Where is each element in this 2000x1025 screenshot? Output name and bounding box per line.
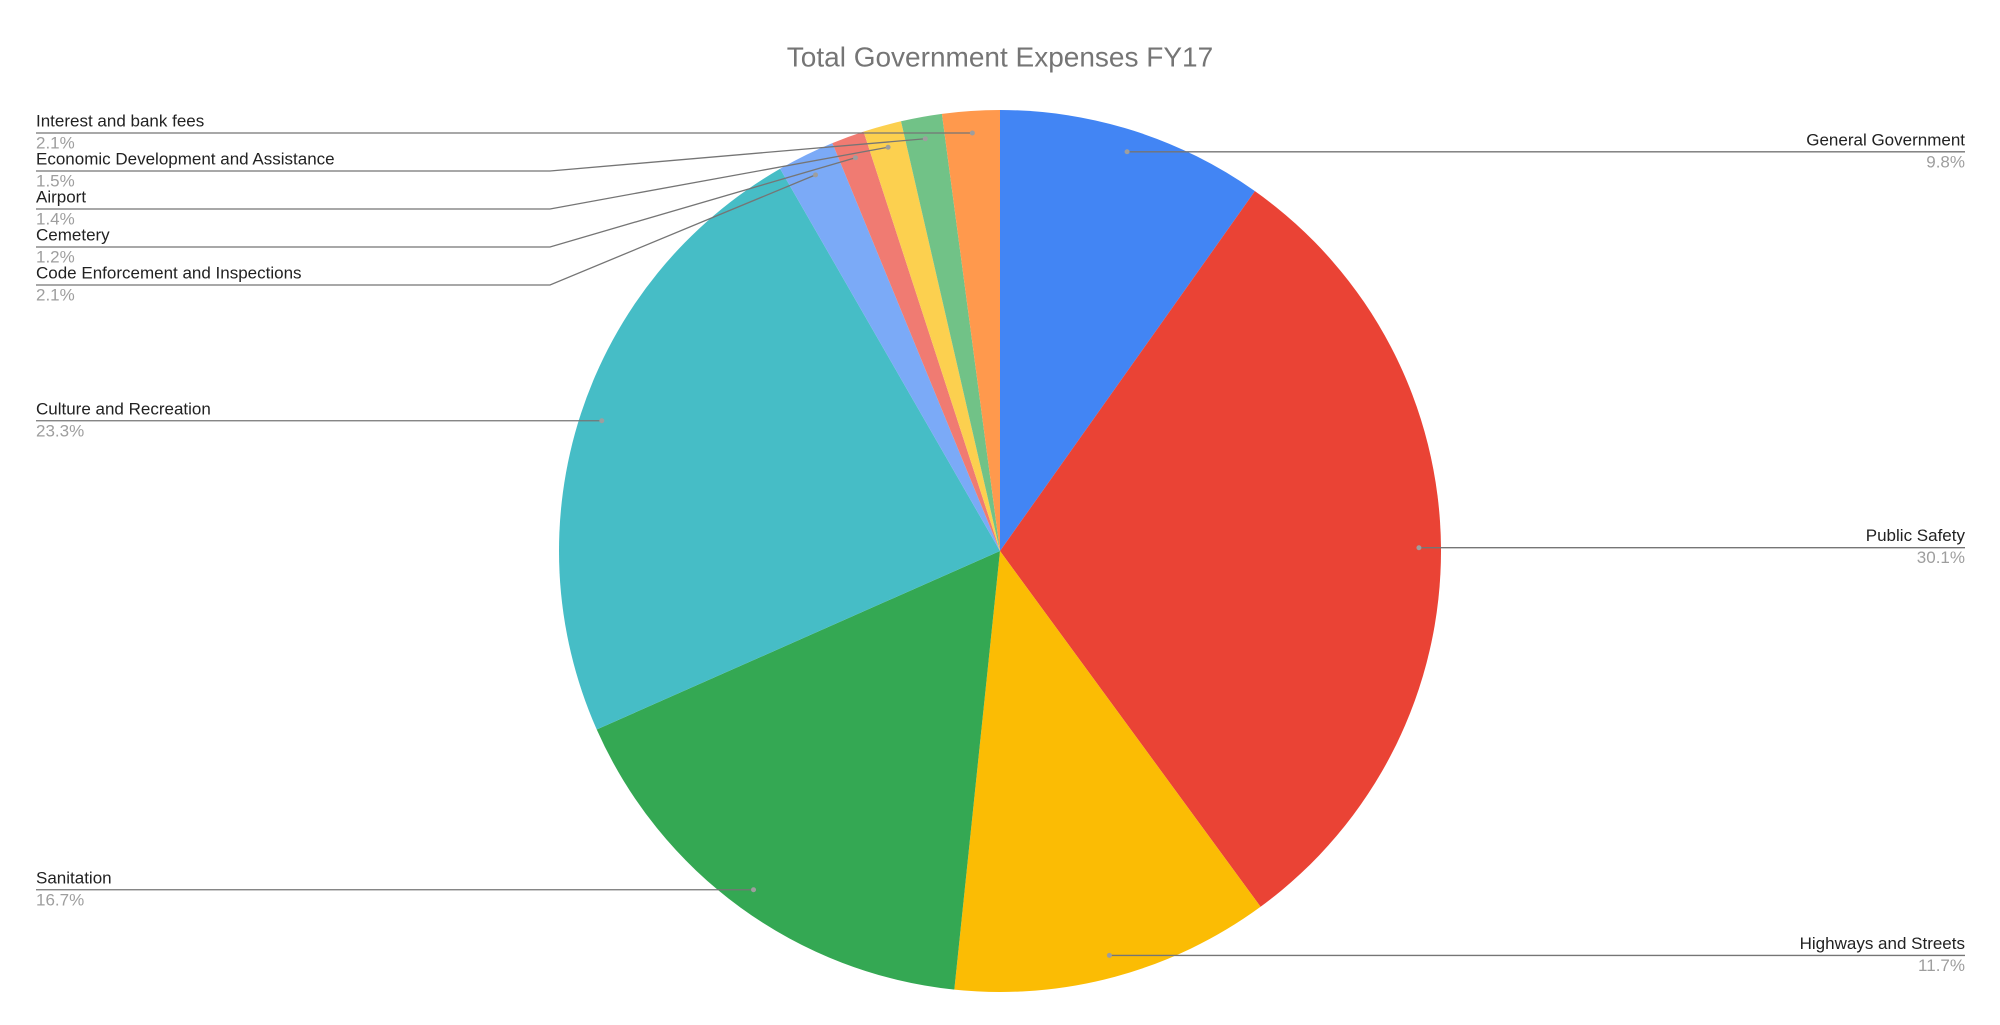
slice-label: Airport bbox=[36, 187, 86, 206]
slice-value-label: 30.1% bbox=[1917, 548, 1965, 567]
leader-dot bbox=[751, 887, 757, 893]
pie-slice bbox=[1000, 110, 1255, 551]
pie-slice bbox=[832, 131, 1000, 551]
slice-value-label: 23.3% bbox=[36, 421, 84, 440]
slice-value-label: 2.1% bbox=[36, 133, 75, 152]
slice-value-label: 2.1% bbox=[36, 285, 75, 304]
pie-slice bbox=[559, 168, 1000, 730]
leader-dot bbox=[969, 130, 975, 136]
pie-slice bbox=[900, 113, 1000, 551]
slice-value-label: 1.5% bbox=[36, 171, 75, 190]
slice-label: Cemetery bbox=[36, 225, 110, 244]
slice-label: Culture and Recreation bbox=[36, 399, 211, 418]
leader-dot bbox=[922, 136, 928, 142]
slice-value-label: 1.4% bbox=[36, 209, 75, 228]
pie-slice bbox=[954, 551, 1261, 993]
leader-line bbox=[36, 174, 816, 286]
slice-label: Interest and bank fees bbox=[36, 111, 204, 130]
slice-label: Public Safety bbox=[1866, 526, 1966, 545]
pie-slice bbox=[863, 121, 1000, 552]
leader-line bbox=[36, 138, 926, 172]
slice-label: Sanitation bbox=[36, 868, 112, 887]
slice-label: Code Enforcement and Inspections bbox=[36, 263, 302, 282]
slice-label: Highways and Streets bbox=[1800, 934, 1965, 953]
slice-value-label: 1.2% bbox=[36, 247, 75, 266]
slice-label: General Government bbox=[1806, 130, 1965, 149]
leader-dot bbox=[885, 144, 891, 150]
pie-slice bbox=[596, 551, 1000, 990]
leader-dot bbox=[1124, 149, 1130, 155]
leader-line bbox=[36, 157, 856, 248]
slice-value-label: 9.8% bbox=[1926, 152, 1965, 171]
pie-slice bbox=[941, 110, 1000, 551]
slice-value-label: 11.7% bbox=[1918, 956, 1965, 975]
chart-title: Total Government Expenses FY17 bbox=[787, 41, 1213, 72]
pie-slice bbox=[780, 143, 1000, 551]
leader-dot bbox=[1416, 545, 1422, 551]
leader-line bbox=[36, 146, 889, 210]
leader-dot bbox=[599, 418, 605, 424]
leader-dot bbox=[813, 172, 819, 178]
slice-label: Economic Development and Assistance bbox=[36, 149, 335, 168]
slice-value-label: 16.7% bbox=[36, 890, 84, 909]
leader-dot bbox=[852, 155, 858, 161]
leader-dot bbox=[1106, 952, 1112, 958]
pie-slice bbox=[1000, 191, 1442, 907]
